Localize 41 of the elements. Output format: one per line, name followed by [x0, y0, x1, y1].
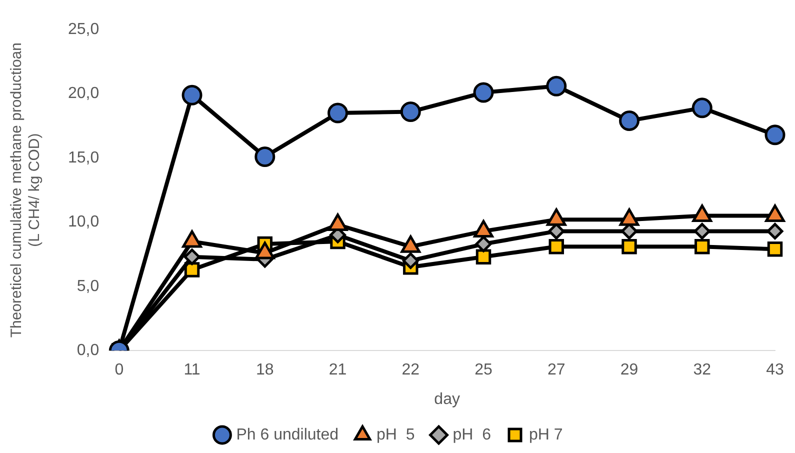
x-tick-label: 27: [547, 362, 566, 379]
y-tick-label: 20,0: [68, 85, 100, 102]
y-tick-label: 0,0: [76, 342, 100, 360]
point: [476, 249, 492, 264]
x-tick-label: 43: [766, 362, 784, 379]
point: [764, 124, 786, 146]
x-tick-label: 18: [256, 362, 274, 379]
point: [184, 248, 200, 266]
x-tick-label: 29: [620, 362, 638, 379]
point: [766, 222, 784, 240]
point: [400, 102, 421, 122]
point: [182, 84, 202, 106]
point: [694, 238, 710, 254]
point: [473, 82, 494, 103]
x-tick-label: 25: [474, 362, 493, 379]
point: [475, 236, 492, 252]
point: [548, 238, 564, 254]
y-tick-label: 10,0: [68, 214, 100, 231]
y-tick-label: 5,0: [76, 278, 100, 295]
point: [328, 102, 348, 124]
x-tick-label: 21: [328, 362, 347, 379]
x-tick-label: 22: [402, 362, 420, 379]
legend-label: Ph 6 undiluted: [236, 426, 339, 444]
x-tick-label: 11: [184, 362, 200, 379]
point: [622, 238, 637, 254]
legend-label: pH 5: [376, 426, 415, 444]
legend-label: pH 7: [528, 426, 563, 444]
point: [692, 98, 712, 118]
point: [619, 110, 640, 132]
y-tick-label: 25,0: [68, 21, 100, 38]
point: [767, 242, 783, 257]
x-tick-label: 0: [114, 362, 124, 379]
point: [694, 222, 710, 240]
x-axis-title: day: [434, 390, 460, 408]
point: [546, 76, 567, 96]
point: [254, 146, 276, 167]
point: [402, 252, 419, 269]
legend-label: pH 6: [452, 426, 492, 444]
y-tick-label: 15,0: [68, 149, 100, 166]
y-axis-title: Theoreticel cumulative methane productioan (L CH4/ kg COD): [8, 42, 44, 338]
x-tick-label: 32: [693, 362, 712, 379]
